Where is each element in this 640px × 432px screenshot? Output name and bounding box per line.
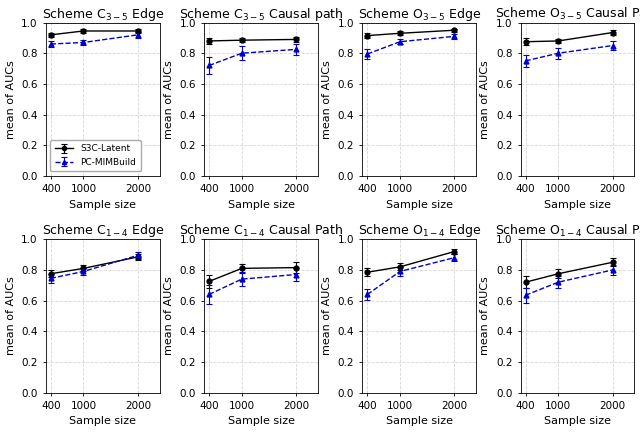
X-axis label: Sample size: Sample size — [386, 200, 453, 210]
Y-axis label: mean of AUCs: mean of AUCs — [322, 276, 332, 355]
Title: Scheme O$_{1-4}$ Causal Path: Scheme O$_{1-4}$ Causal Path — [495, 223, 640, 239]
Y-axis label: mean of AUCs: mean of AUCs — [6, 60, 15, 139]
X-axis label: Sample size: Sample size — [386, 416, 453, 426]
Y-axis label: mean of AUCs: mean of AUCs — [481, 276, 490, 355]
Title: Scheme O$_{3-5}$ Causal Path: Scheme O$_{3-5}$ Causal Path — [495, 6, 640, 22]
Legend: S3C-Latent, PC-MIMBuild: S3C-Latent, PC-MIMBuild — [51, 140, 141, 172]
Title: Scheme C$_{3-5}$ Edge: Scheme C$_{3-5}$ Edge — [42, 6, 164, 22]
X-axis label: Sample size: Sample size — [69, 416, 136, 426]
Title: Scheme C$_{1-4}$ Edge: Scheme C$_{1-4}$ Edge — [42, 222, 164, 239]
Y-axis label: mean of AUCs: mean of AUCs — [164, 60, 174, 139]
X-axis label: Sample size: Sample size — [69, 200, 136, 210]
X-axis label: Sample size: Sample size — [544, 200, 611, 210]
Title: Scheme C$_{1-4}$ Causal Path: Scheme C$_{1-4}$ Causal Path — [179, 223, 343, 239]
Title: Scheme C$_{3-5}$ Causal path: Scheme C$_{3-5}$ Causal path — [179, 6, 344, 22]
X-axis label: Sample size: Sample size — [544, 416, 611, 426]
Title: Scheme O$_{3-5}$ Edge: Scheme O$_{3-5}$ Edge — [358, 6, 481, 22]
X-axis label: Sample size: Sample size — [228, 416, 294, 426]
Y-axis label: mean of AUCs: mean of AUCs — [164, 276, 174, 355]
Y-axis label: mean of AUCs: mean of AUCs — [6, 276, 15, 355]
Y-axis label: mean of AUCs: mean of AUCs — [481, 60, 490, 139]
X-axis label: Sample size: Sample size — [228, 200, 294, 210]
Y-axis label: mean of AUCs: mean of AUCs — [322, 60, 332, 139]
Title: Scheme O$_{1-4}$ Edge: Scheme O$_{1-4}$ Edge — [358, 222, 481, 239]
